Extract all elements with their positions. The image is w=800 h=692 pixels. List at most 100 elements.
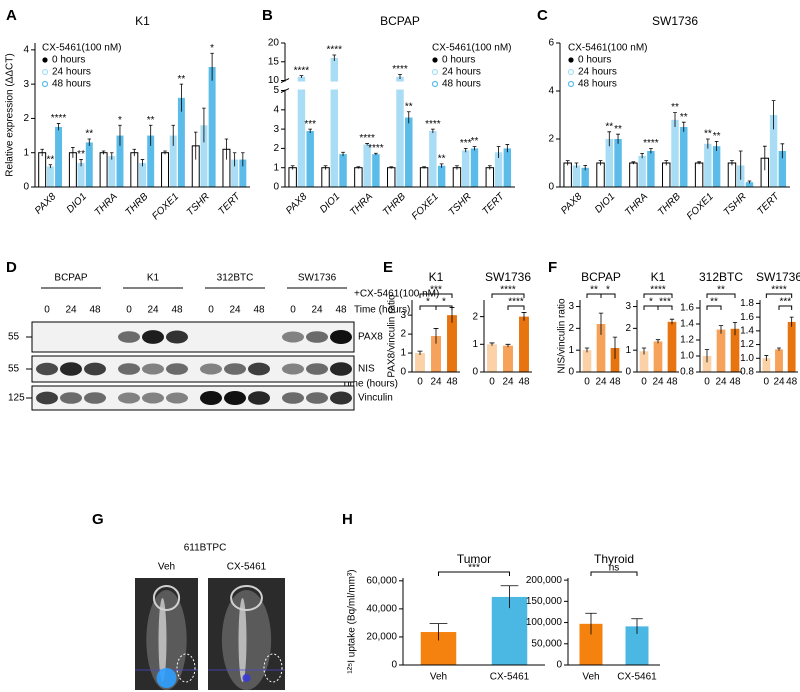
legend-label: 0 hours [442,55,475,66]
significance-label: **** [392,64,408,75]
blot-band [306,363,328,375]
error-bar [398,74,402,80]
significance-label: ** [614,124,622,135]
x-tick-label: THRB [123,191,150,218]
error-bar [669,318,675,325]
blot-band [166,330,188,344]
significance-label: *** [779,297,791,308]
chart-title: SW1736 [756,270,800,284]
image-group-label: Veh [158,562,175,573]
significance-label: * [442,297,446,308]
y-tick-label: 100,000 [526,617,563,628]
x-tick-label: DIO1 [65,191,89,215]
error-bar [631,161,636,165]
significance-label: ** [46,154,54,165]
significance-bracket [778,305,793,310]
image-group-label: CX-5461 [227,562,267,573]
error-bar [505,343,511,348]
error-bar [56,123,61,131]
chart-title: BCPAP [581,270,621,284]
error-bar [607,131,612,147]
legend-title: CX-5461(100 nM) [42,43,121,54]
significance-label: *** [430,285,442,296]
bar [519,316,529,372]
y-tick-label: 0 [625,367,631,378]
significance-bracket [600,293,616,298]
legend-label: 0 hours [52,55,85,66]
error-bar [455,165,459,170]
y-tick-label: 1 [625,345,631,356]
error-bar [583,165,588,171]
y-tick-label: 2 [23,113,29,124]
error-bar [430,128,435,133]
time-label: 0 [44,305,50,316]
x-tick-label: 0 [641,377,647,388]
blot-band [330,330,352,344]
bar [582,350,592,372]
error-bar [140,159,145,167]
time-label: 0 [126,305,132,316]
bar [55,127,63,187]
y-tick-label: 2 [568,323,574,334]
legend-label: 24 hours [52,67,91,78]
significance-label: * [606,285,610,296]
x-tick-label: 48 [786,377,798,388]
legend-marker [431,80,439,88]
scan-spine [238,598,247,682]
panel-letter: E [383,259,393,276]
y-tick-label: 1 [400,348,406,359]
error-bar [341,151,345,157]
tracer-signal [156,668,177,688]
bar [563,162,572,188]
significance-label: ** [85,129,93,140]
y-tick-label: 0 [400,367,406,378]
scan-spine [158,598,167,682]
x-tick-label: PAX8 [284,191,310,217]
bar [161,152,170,188]
time-label: 48 [335,305,347,316]
significance-label: *** [460,138,472,149]
x-tick-label: FOXE1 [150,191,181,222]
bar [139,163,146,187]
error-bar [163,150,167,155]
error-bar [429,623,448,641]
x-axis-label: Time (hours) [342,379,398,390]
tumor-outline [176,653,196,683]
bar [130,152,139,188]
significance-bracket [435,305,453,310]
blot-band [224,363,246,375]
bar [470,148,479,187]
bar [775,349,783,372]
bar [787,321,796,372]
y-axis-label: Relative expression (ΔΔCT) [5,53,16,176]
y-tick-label: 3 [400,310,406,321]
blot-band [166,392,188,404]
chart-title: SW1736 [485,270,531,284]
error-bar [439,163,444,168]
y-tick-label: 20,000 [366,632,397,643]
error-bar [202,107,206,143]
bar [437,165,446,187]
y-tick-label: 20 [268,38,280,49]
bar [99,152,108,188]
tracer-signal [242,674,251,682]
error-bar [241,152,245,167]
y-tick-label: 4 [548,86,554,97]
error-bar [704,349,710,363]
x-tick-label: CX-5461 [617,672,657,683]
x-tick-label: 24 [502,377,514,388]
legend-marker [41,80,49,88]
legend-marker [432,57,438,63]
error-bar [730,160,734,166]
chart-title: SW1736 [652,14,698,28]
blot-band [282,331,304,343]
bar [647,151,655,187]
significance-bracket [657,305,673,310]
blot-strip [31,321,355,353]
error-bar [718,325,724,334]
significance-bracket [706,305,722,310]
error-bar [487,165,492,170]
y-tick-label: 0 [568,367,574,378]
x-tick-label: 0 [489,377,495,388]
y-tick-label: 50,000 [531,638,562,649]
